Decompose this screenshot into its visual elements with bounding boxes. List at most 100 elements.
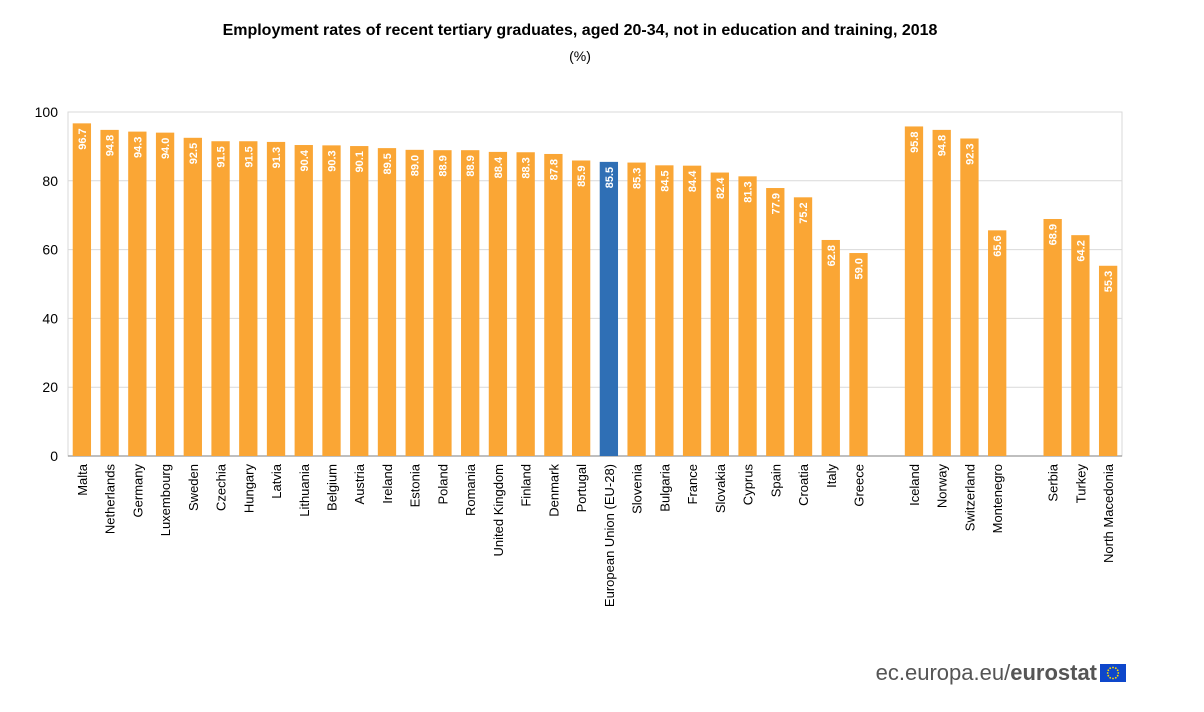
bar-value-label: 91.3 xyxy=(271,147,283,168)
bar-value-label: 90.4 xyxy=(299,149,311,171)
bar xyxy=(405,149,424,456)
bar xyxy=(793,197,813,456)
x-tick-label: Iceland xyxy=(907,464,922,506)
bar xyxy=(239,141,258,457)
x-tick-label: Netherlands xyxy=(103,464,118,535)
bar xyxy=(72,123,92,457)
bar-value-label: 91.5 xyxy=(216,146,228,167)
bar-value-label: 94.0 xyxy=(160,138,172,159)
bar-value-label: 55.3 xyxy=(1103,271,1115,292)
bar xyxy=(461,150,480,456)
bar xyxy=(738,176,757,456)
bar-value-label: 88.3 xyxy=(521,157,533,178)
bar xyxy=(211,141,230,457)
bar xyxy=(571,160,591,456)
x-tick-label: North Macedonia xyxy=(1101,463,1116,563)
bar-value-label: 84.4 xyxy=(687,170,699,192)
bar xyxy=(904,126,924,456)
bar-value-label: 68.9 xyxy=(1048,224,1060,245)
x-tick-label: Greece xyxy=(852,464,867,507)
bar-value-label: 85.3 xyxy=(632,168,644,189)
x-tick-label: Romania xyxy=(463,463,478,516)
bar-value-label: 88.4 xyxy=(493,156,505,178)
x-tick-label: European Union (EU-28) xyxy=(602,464,617,607)
x-tick-label: Poland xyxy=(435,464,450,504)
x-tick-label: Sweden xyxy=(186,464,201,511)
bar xyxy=(682,165,702,456)
x-tick-label: Malta xyxy=(75,463,90,496)
x-tick-label: Norway xyxy=(935,464,950,509)
bar xyxy=(488,151,508,457)
bar-value-label: 91.5 xyxy=(243,146,255,167)
bar-value-label: 77.9 xyxy=(770,193,782,214)
x-tick-label: Ireland xyxy=(380,464,395,504)
bar xyxy=(294,145,313,457)
bar xyxy=(710,172,729,456)
bar xyxy=(433,150,452,456)
bar xyxy=(655,165,674,456)
x-tick-label: Belgium xyxy=(325,464,340,511)
x-tick-label: Cyprus xyxy=(741,464,756,506)
chart-unit: (%) xyxy=(569,48,591,64)
bar-value-label: 95.8 xyxy=(909,131,921,152)
bar xyxy=(350,146,369,456)
x-tick-label: Lithuania xyxy=(297,463,312,517)
bar-value-label: 65.6 xyxy=(992,235,1004,256)
bar-value-label: 84.5 xyxy=(659,170,671,191)
bar-value-label: 85.5 xyxy=(604,167,616,188)
bar-value-label: 64.2 xyxy=(1075,240,1087,261)
bar xyxy=(183,137,202,457)
footer: ec.europa.eu/ eurostat xyxy=(876,658,1126,688)
x-tick-label: Switzerland xyxy=(962,464,977,531)
bar-value-label: 88.9 xyxy=(437,155,449,176)
bar-value-label: 89.0 xyxy=(410,155,422,176)
bar xyxy=(627,162,646,456)
bar xyxy=(932,129,951,456)
bar xyxy=(544,153,563,456)
eu-flag-icon xyxy=(1100,664,1126,682)
bar-value-label: 82.4 xyxy=(715,177,727,199)
bar-value-label: 59.0 xyxy=(854,258,866,279)
bar xyxy=(128,131,147,456)
bar xyxy=(599,161,619,456)
y-tick-label: 20 xyxy=(42,379,58,395)
x-tick-label: Czechia xyxy=(214,463,229,511)
bar-value-label: 88.9 xyxy=(465,155,477,176)
bar-value-label: 92.3 xyxy=(964,143,976,164)
x-tick-label: Germany xyxy=(130,464,145,518)
x-tick-label: Spain xyxy=(768,464,783,497)
bar xyxy=(377,148,397,456)
y-tick-label: 80 xyxy=(42,173,58,189)
footer-brand: eurostat xyxy=(1010,660,1097,685)
x-tick-label: Latvia xyxy=(269,463,284,498)
x-tick-label: France xyxy=(685,464,700,504)
bar-value-label: 81.3 xyxy=(743,181,755,202)
y-tick-label: 0 xyxy=(50,448,58,464)
x-tick-label: Turkey xyxy=(1073,464,1088,504)
bar-value-label: 90.3 xyxy=(327,150,339,171)
x-tick-label: Slovakia xyxy=(713,463,728,513)
x-tick-label: Montenegro xyxy=(990,464,1005,533)
bar xyxy=(1098,265,1118,456)
footer-source: ec.europa.eu/ xyxy=(875,660,1011,685)
x-tick-label: Italy xyxy=(824,464,839,488)
x-tick-label: Bulgaria xyxy=(657,463,672,511)
bar-value-label: 75.2 xyxy=(798,202,810,223)
x-tick-label: Slovenia xyxy=(630,463,645,514)
bar xyxy=(100,129,119,456)
bar-value-label: 87.8 xyxy=(548,159,560,180)
bar xyxy=(516,152,535,457)
bar xyxy=(960,138,979,456)
x-tick-label: Austria xyxy=(352,463,367,504)
bar-value-label: 92.5 xyxy=(188,143,200,164)
bar xyxy=(988,230,1007,456)
bar-value-label: 94.8 xyxy=(105,135,117,156)
bar xyxy=(821,239,840,456)
bar xyxy=(1043,218,1062,456)
x-tick-label: Denmark xyxy=(546,464,561,517)
bar-value-label: 94.3 xyxy=(132,137,144,158)
y-tick-label: 40 xyxy=(42,310,58,326)
x-tick-label: Finland xyxy=(519,464,534,507)
bar-value-label: 94.8 xyxy=(937,135,949,156)
